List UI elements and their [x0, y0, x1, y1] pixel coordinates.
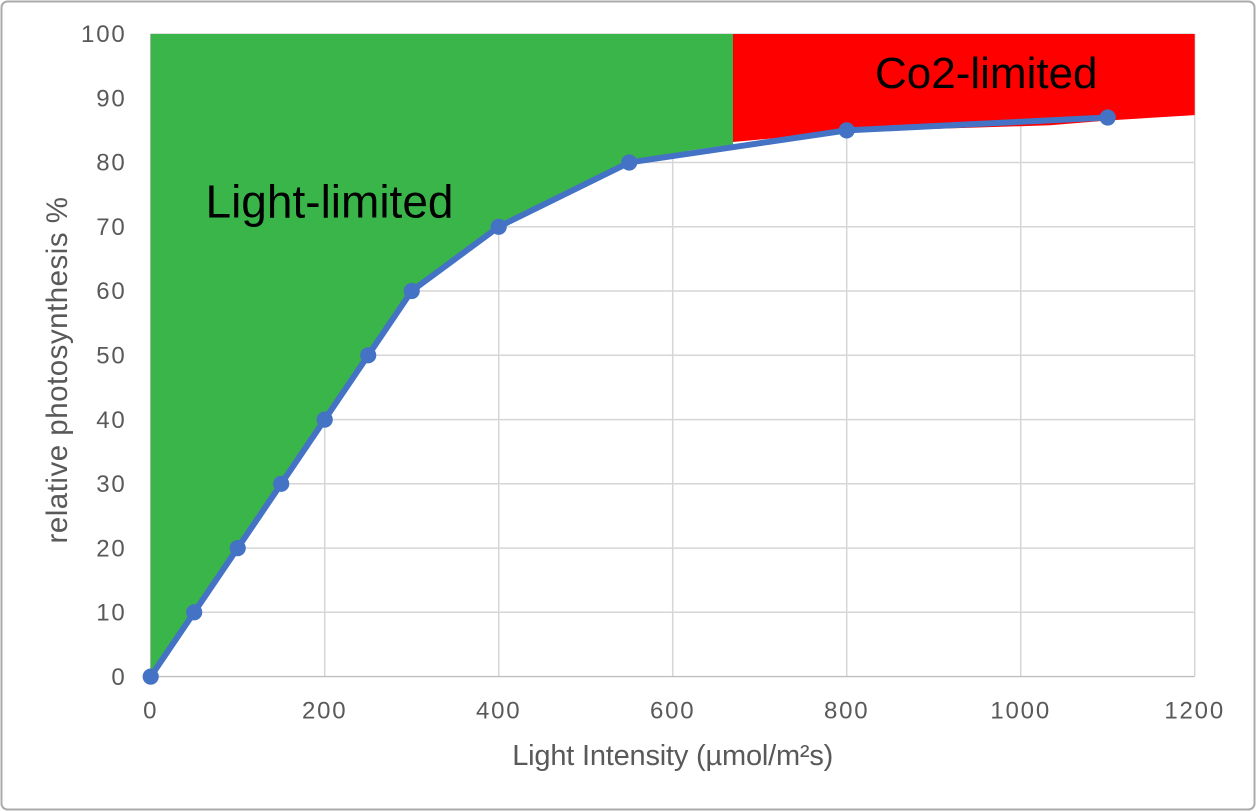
svg-text:1200: 1200 [1164, 698, 1225, 725]
svg-text:20: 20 [96, 535, 126, 562]
svg-text:1000: 1000 [990, 698, 1051, 725]
svg-text:600: 600 [650, 698, 695, 725]
svg-text:60: 60 [96, 278, 126, 305]
svg-text:800: 800 [824, 698, 869, 725]
svg-text:90: 90 [96, 85, 126, 112]
svg-text:50: 50 [96, 343, 126, 370]
svg-text:30: 30 [96, 471, 126, 498]
svg-text:100: 100 [81, 21, 126, 48]
svg-text:0: 0 [111, 664, 126, 691]
svg-text:0: 0 [143, 698, 158, 725]
svg-text:Light-limited: Light-limited [206, 175, 454, 227]
svg-text:80: 80 [96, 150, 126, 177]
svg-text:10: 10 [96, 600, 126, 627]
svg-text:200: 200 [302, 698, 347, 725]
svg-text:relative photosynthesis %: relative photosynthesis % [41, 196, 74, 543]
svg-text:400: 400 [476, 698, 521, 725]
svg-text:Co2-limited: Co2-limited [875, 49, 1098, 98]
svg-text:70: 70 [96, 214, 126, 241]
svg-text:40: 40 [96, 407, 126, 434]
svg-text:Light Intensity (µmol/m²s): Light Intensity (µmol/m²s) [512, 740, 833, 772]
